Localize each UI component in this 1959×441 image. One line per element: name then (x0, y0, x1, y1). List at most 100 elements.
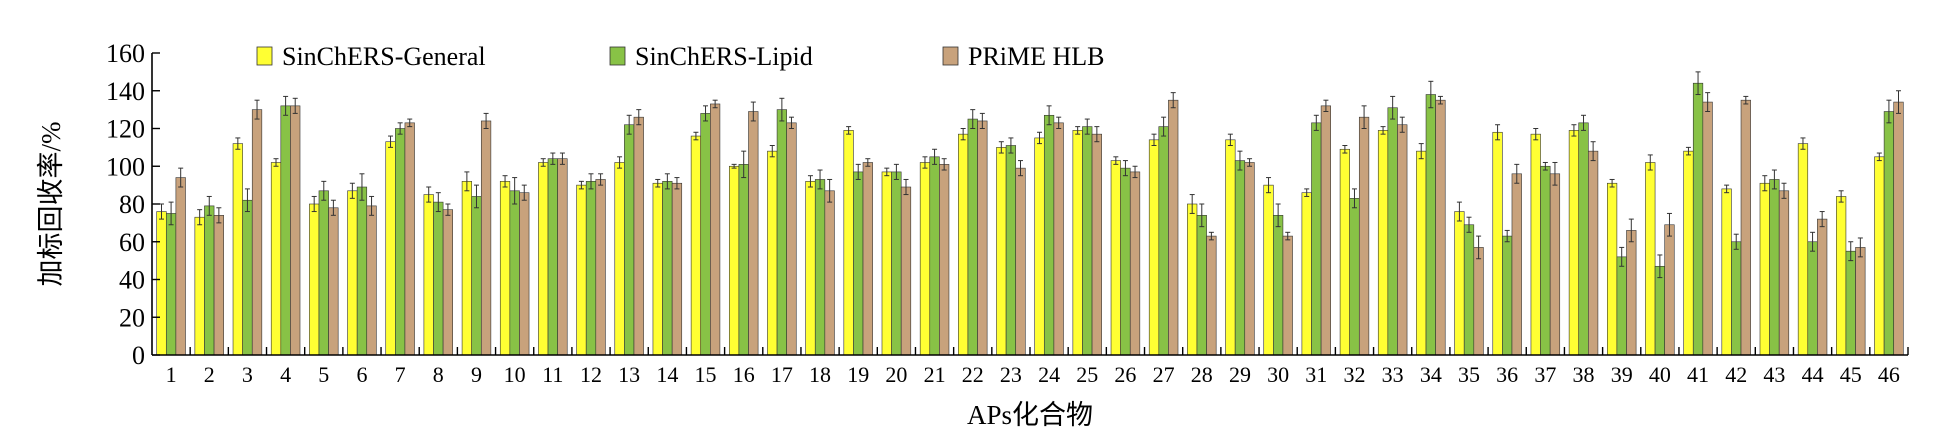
bar-series1-15 (690, 135, 702, 356)
error-bar-series1-35 (1456, 201, 1462, 222)
error-bar-series3-34 (1437, 95, 1443, 105)
error-bar-series2-8 (435, 192, 441, 213)
bar-series1-24 (1034, 137, 1045, 356)
error-bar-series3-31 (1323, 99, 1329, 113)
bar-series2-27 (1158, 126, 1169, 356)
error-bar-series1-29 (1227, 133, 1233, 146)
bar-series1-31 (1301, 192, 1312, 356)
bar-series3-3 (251, 109, 263, 356)
bar-series1-9 (461, 181, 472, 356)
error-bar-series2-46 (1886, 99, 1892, 124)
bar-series3-42 (1740, 99, 1751, 356)
y-tick-label: 20 (119, 303, 145, 332)
legend-label: SinChERS-General (282, 42, 486, 71)
bar-series1-6 (347, 190, 358, 356)
bar-series1-22 (958, 133, 969, 356)
legend-item-series3: PRiME HLB (942, 42, 1105, 71)
legend-swatch (256, 46, 273, 66)
x-tick-label: 43 (1763, 362, 1785, 387)
bar-series3-35 (1473, 247, 1484, 356)
x-tick-label: 44 (1802, 362, 1824, 387)
error-bar-series1-34 (1418, 143, 1424, 160)
bar-series3-21 (939, 164, 950, 356)
bar-series1-8 (423, 194, 434, 356)
error-bar-series3-18 (827, 178, 833, 203)
bar-series2-3 (242, 199, 253, 356)
error-bar-series1-2 (197, 209, 203, 226)
bar-series2-34 (1425, 94, 1436, 356)
error-bar-series2-10 (512, 177, 518, 205)
x-tick-label: 32 (1343, 362, 1365, 387)
error-bar-series2-1 (168, 201, 174, 226)
error-bar-series2-3 (244, 188, 250, 213)
bar-series3-14 (671, 182, 683, 356)
x-tick-label: 3 (242, 362, 253, 387)
bar-series2-17 (776, 109, 787, 356)
error-bar-series1-16 (731, 163, 737, 169)
legend-label: PRiME HLB (968, 42, 1105, 71)
bar-series2-10 (509, 190, 520, 356)
bar-series3-37 (1549, 173, 1561, 356)
bar-series1-46 (1874, 156, 1885, 356)
x-tick-label: 22 (962, 362, 984, 387)
x-tick-label: 25 (1076, 362, 1098, 387)
bar-series1-14 (652, 182, 663, 356)
error-bar-series2-12 (588, 173, 594, 190)
error-bar-series2-23 (1008, 137, 1014, 154)
bar-series3-20 (900, 186, 912, 356)
bar-series2-42 (1731, 241, 1742, 356)
error-bar-series2-42 (1733, 233, 1739, 250)
bar-series3-22 (977, 120, 988, 356)
bar-series3-32 (1358, 116, 1370, 356)
bar-series2-23 (1005, 145, 1017, 356)
bar-series1-32 (1339, 148, 1350, 356)
bar-series2-45 (1845, 250, 1856, 356)
error-bar-series2-11 (550, 152, 556, 165)
bar-series2-35 (1463, 224, 1475, 356)
bar-series2-25 (1082, 126, 1093, 356)
bar-series3-28 (1206, 235, 1217, 356)
bar-series2-39 (1616, 256, 1627, 356)
bar-series1-40 (1645, 162, 1656, 356)
bar-series1-17 (767, 150, 778, 356)
bar-series1-42 (1721, 188, 1732, 356)
x-tick-label: 42 (1725, 362, 1747, 387)
y-tick-label: 0 (132, 341, 145, 370)
bar-series1-45 (1836, 196, 1847, 356)
error-bar-series2-31 (1313, 114, 1319, 131)
x-tick-label: 15 (695, 362, 717, 387)
bar-series3-40 (1664, 224, 1675, 356)
error-bar-series2-37 (1542, 161, 1548, 171)
bar-series2-36 (1502, 235, 1513, 356)
error-bar-series1-23 (998, 141, 1004, 154)
error-bar-series3-14 (674, 177, 680, 190)
error-bar-series2-45 (1848, 241, 1854, 262)
error-bar-series1-45 (1838, 190, 1844, 203)
error-bar-series2-7 (397, 122, 403, 135)
error-bar-series2-25 (1084, 118, 1090, 135)
error-bar-series3-27 (1170, 92, 1176, 109)
bar-series2-6 (356, 186, 368, 356)
bar-series3-38 (1588, 150, 1599, 356)
error-bar-series1-30 (1266, 177, 1272, 194)
bar-series1-11 (538, 162, 549, 356)
error-bar-series1-22 (960, 128, 966, 141)
bar-series3-29 (1244, 162, 1255, 356)
bar-series1-44 (1797, 143, 1809, 356)
error-bar-series2-27 (1161, 116, 1167, 137)
bar-series1-23 (996, 147, 1007, 356)
bar-series3-18 (824, 190, 835, 356)
bar-series3-27 (1168, 99, 1179, 356)
x-tick-label: 2 (204, 362, 215, 387)
error-bar-series3-44 (1819, 211, 1825, 228)
error-bar-series1-3 (235, 137, 241, 150)
axes-layer (151, 53, 1908, 356)
bar-series2-21 (929, 156, 940, 356)
x-tick-label: 17 (771, 362, 793, 387)
error-bar-series3-20 (903, 178, 909, 196)
error-bar-series2-33 (1390, 95, 1396, 120)
y-tick-label: 140 (106, 77, 145, 106)
bar-series1-39 (1607, 182, 1618, 356)
error-bar-series3-25 (1094, 126, 1100, 143)
error-bar-series1-28 (1189, 194, 1195, 214)
